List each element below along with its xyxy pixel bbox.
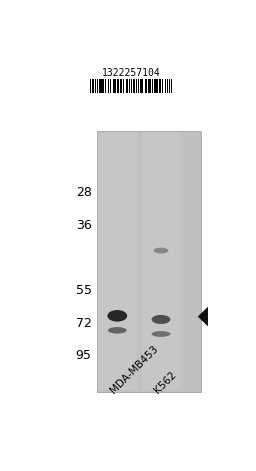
Bar (129, 80, 130, 93)
Bar (108, 80, 109, 93)
Bar (92, 80, 93, 93)
Bar (165, 80, 166, 93)
Bar (120, 80, 121, 93)
Ellipse shape (108, 327, 127, 333)
Bar (162, 80, 163, 93)
Bar (90, 80, 91, 93)
Bar (126, 80, 128, 93)
Bar (113, 80, 114, 93)
Text: 28: 28 (76, 186, 92, 199)
Bar (114, 80, 116, 93)
Text: 55: 55 (76, 284, 92, 297)
Bar (140, 80, 143, 93)
Bar (167, 80, 168, 93)
Bar (98, 133, 137, 390)
Bar (117, 80, 119, 93)
Bar (156, 80, 158, 93)
Bar (145, 80, 147, 93)
Polygon shape (198, 307, 208, 326)
Bar (154, 80, 156, 93)
Bar (142, 133, 180, 390)
Bar (110, 80, 111, 93)
Bar (133, 80, 135, 93)
Text: MDA-MB453: MDA-MB453 (108, 344, 160, 396)
Ellipse shape (152, 315, 170, 324)
Bar (102, 80, 104, 93)
Ellipse shape (108, 310, 127, 322)
Bar (105, 80, 106, 93)
Bar (98, 131, 201, 392)
Bar (131, 80, 132, 93)
Bar (123, 80, 124, 93)
Bar (171, 80, 172, 93)
Bar (159, 80, 161, 93)
Bar (95, 80, 96, 93)
Bar (136, 80, 137, 93)
Bar (138, 80, 139, 93)
Bar (152, 80, 153, 93)
Ellipse shape (154, 248, 168, 253)
Bar (169, 80, 170, 93)
Text: 36: 36 (76, 219, 92, 232)
Text: K562: K562 (152, 370, 178, 396)
Text: 95: 95 (76, 349, 92, 362)
Text: 1322257104: 1322257104 (102, 68, 161, 78)
Ellipse shape (152, 331, 170, 337)
Bar (97, 80, 98, 93)
Bar (148, 80, 151, 93)
Bar (99, 80, 102, 93)
Text: 72: 72 (76, 317, 92, 330)
